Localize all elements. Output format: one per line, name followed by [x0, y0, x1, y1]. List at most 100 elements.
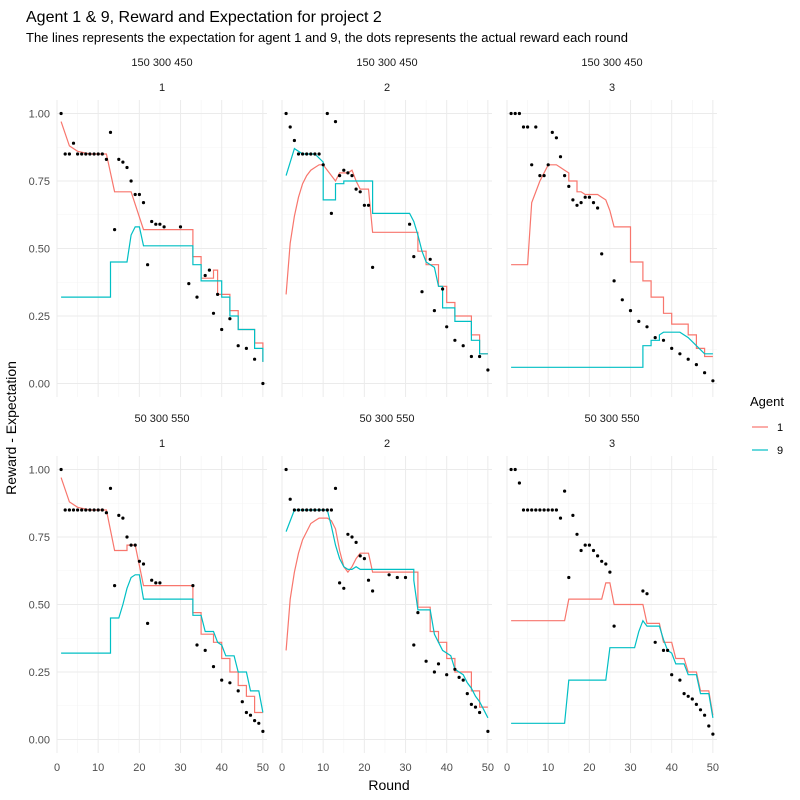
reward-point	[195, 643, 199, 647]
reward-point	[694, 363, 699, 367]
reward-point	[546, 508, 550, 512]
reward-point	[325, 508, 329, 512]
expectation-line-agent-1	[511, 164, 713, 358]
reward-point	[117, 157, 121, 161]
reward-point	[113, 584, 117, 588]
reward-point	[121, 160, 125, 164]
reward-point	[558, 516, 563, 520]
reward-point	[509, 467, 513, 472]
reward-point	[296, 508, 301, 512]
reward-point	[457, 675, 461, 680]
reward-point	[117, 513, 121, 518]
expectation-line-agent-1	[511, 582, 714, 716]
reward-point	[244, 710, 248, 715]
legend-label-agent-9: 9	[777, 445, 783, 457]
reward-point	[563, 489, 567, 493]
reward-point	[509, 111, 513, 116]
reward-point	[453, 667, 457, 671]
expectation-line-agent-1	[285, 164, 488, 355]
legend-label-agent-1: 1	[777, 422, 783, 434]
y-tick-label: 1.00	[29, 465, 50, 477]
reward-point	[694, 702, 699, 707]
reward-point	[542, 508, 546, 512]
reward-point	[333, 486, 338, 490]
reward-point	[84, 508, 88, 512]
reward-point	[612, 624, 616, 628]
reward-point	[146, 263, 150, 267]
y-tick-label: 0.75	[29, 532, 50, 544]
reward-point	[538, 508, 542, 512]
reward-point	[296, 152, 301, 156]
reward-point	[248, 713, 253, 717]
reward-point	[473, 705, 478, 709]
reward-point	[216, 292, 220, 296]
reward-point	[366, 578, 371, 582]
reward-point	[63, 508, 67, 512]
reward-point	[682, 692, 686, 696]
reward-point	[521, 508, 526, 512]
reward-point	[645, 325, 649, 329]
reward-point	[591, 201, 596, 205]
expectation-line-agent-9	[61, 226, 264, 362]
reward-point	[59, 111, 63, 116]
reward-point	[596, 554, 600, 558]
reward-point	[288, 497, 292, 501]
reward-point	[288, 125, 292, 129]
reward-point	[150, 578, 154, 582]
reward-point	[88, 508, 92, 512]
reward-point	[108, 486, 113, 490]
reward-point	[191, 584, 195, 588]
reward-point	[416, 611, 420, 615]
reward-point	[628, 309, 633, 313]
chart-subtitle: The lines represents the expectation for…	[26, 30, 628, 45]
reward-point	[600, 252, 604, 256]
reward-point	[187, 282, 191, 286]
x-tick-label: 40	[666, 762, 678, 774]
reward-point	[211, 311, 216, 315]
reward-point	[478, 710, 482, 715]
expectation-line-agent-9	[285, 147, 488, 355]
x-tick-label: 0	[504, 762, 510, 774]
reward-point	[653, 336, 657, 340]
reward-point	[542, 174, 546, 178]
reward-point	[284, 111, 288, 116]
reward-point	[703, 713, 707, 717]
y-tick-label: 0.50	[29, 600, 50, 612]
reward-point	[513, 467, 517, 472]
y-tick-label: 0.25	[29, 311, 50, 323]
reward-point	[203, 648, 207, 653]
facet-strip-row-label: 50 300 550	[584, 413, 639, 425]
reward-point	[244, 346, 248, 350]
reward-point	[333, 120, 338, 124]
facet-strip-row-label: 50 300 550	[359, 413, 414, 425]
reward-point	[469, 702, 473, 707]
reward-point	[154, 222, 158, 226]
reward-point	[366, 203, 371, 207]
x-axis-label: Round	[368, 777, 409, 793]
reward-point	[113, 228, 117, 232]
reward-point	[526, 125, 530, 129]
reward-point	[534, 508, 538, 512]
x-tick-label: 10	[542, 762, 554, 774]
y-tick-label: 0.00	[29, 379, 50, 391]
reward-point	[220, 678, 224, 682]
reward-point	[104, 157, 108, 161]
reward-point	[579, 201, 583, 205]
reward-point	[253, 719, 257, 723]
legend: Agent 1 9	[750, 394, 784, 457]
reward-point	[670, 673, 674, 677]
reward-point	[158, 581, 162, 585]
reward-point	[445, 325, 449, 329]
reward-point	[583, 543, 587, 547]
reward-point	[207, 268, 211, 272]
reward-point	[666, 648, 670, 653]
reward-point	[661, 338, 666, 342]
reward-point	[707, 724, 711, 728]
y-tick-label: 0.25	[29, 667, 50, 679]
reward-point	[412, 643, 416, 647]
reward-point	[133, 543, 137, 547]
reward-point	[521, 125, 526, 129]
reward-point	[538, 174, 542, 178]
reward-point	[158, 222, 162, 226]
